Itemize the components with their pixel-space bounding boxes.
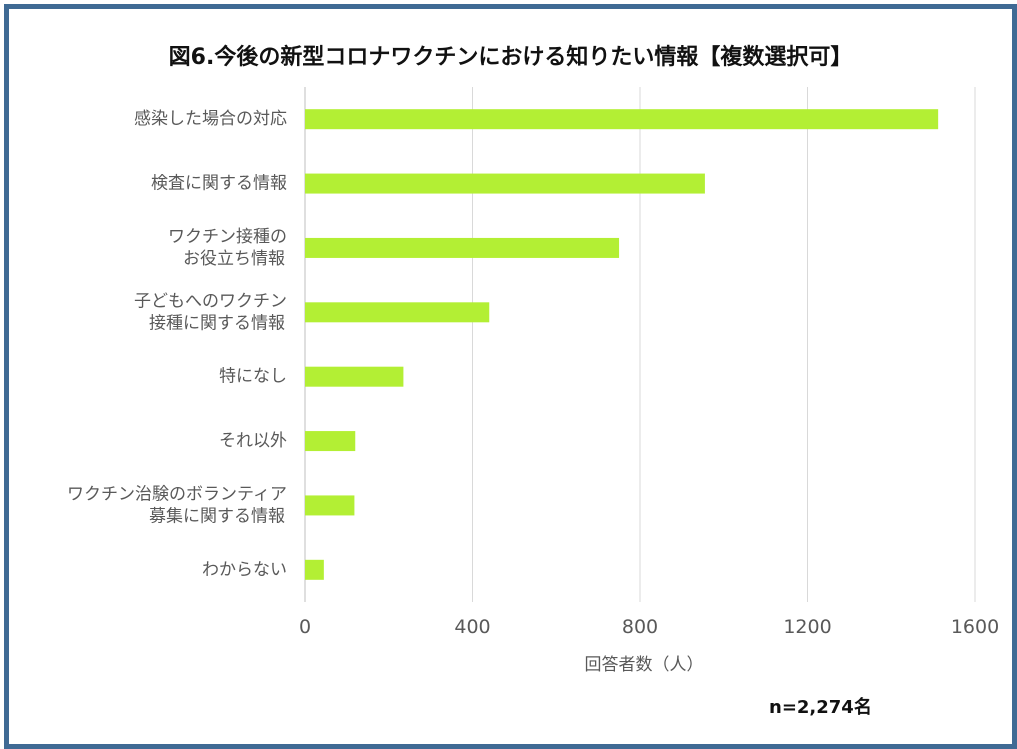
category-label: 子どもへのワクチン [134,291,287,311]
category-label: ワクチン治験のボランティア [67,484,287,504]
x-tick-label: 400 [454,616,490,638]
bar [305,302,490,323]
category-label: それ以外 [219,431,287,451]
bar [305,559,324,580]
x-tick-label: 0 [299,616,311,638]
bar-chart: 感染した場合の対応検査に関する情報ワクチン接種のお役立ち情報子どもへのワクチン接… [67,87,999,638]
x-axis-label: 回答者数（人） [584,655,704,675]
bar [305,495,355,516]
category-label: お役立ち情報 [183,249,285,269]
category-label: 接種に関する情報 [149,313,285,333]
bar [305,366,404,387]
x-tick-label: 1600 [951,616,999,638]
bar [305,431,356,452]
bar [305,237,620,258]
category-label: 募集に関する情報 [149,506,285,526]
chart-frame: 図6.今後の新型コロナワクチンにおける知りたい情報【複数選択可】 感染した場合の… [4,4,1017,749]
bar [305,173,705,194]
category-label: 感染した場合の対応 [134,109,287,129]
x-tick-label: 800 [622,616,658,638]
category-label: 検査に関する情報 [151,174,287,194]
category-label: ワクチン接種の [168,227,287,247]
category-label: 特になし [219,367,287,387]
bar [305,109,939,130]
chart-title: 図6.今後の新型コロナワクチンにおける知りたい情報【複数選択可】 [168,45,853,70]
category-label: わからない [202,560,287,580]
sample-size-note: n=2,274名 [769,697,872,718]
x-tick-label: 1200 [783,616,831,638]
